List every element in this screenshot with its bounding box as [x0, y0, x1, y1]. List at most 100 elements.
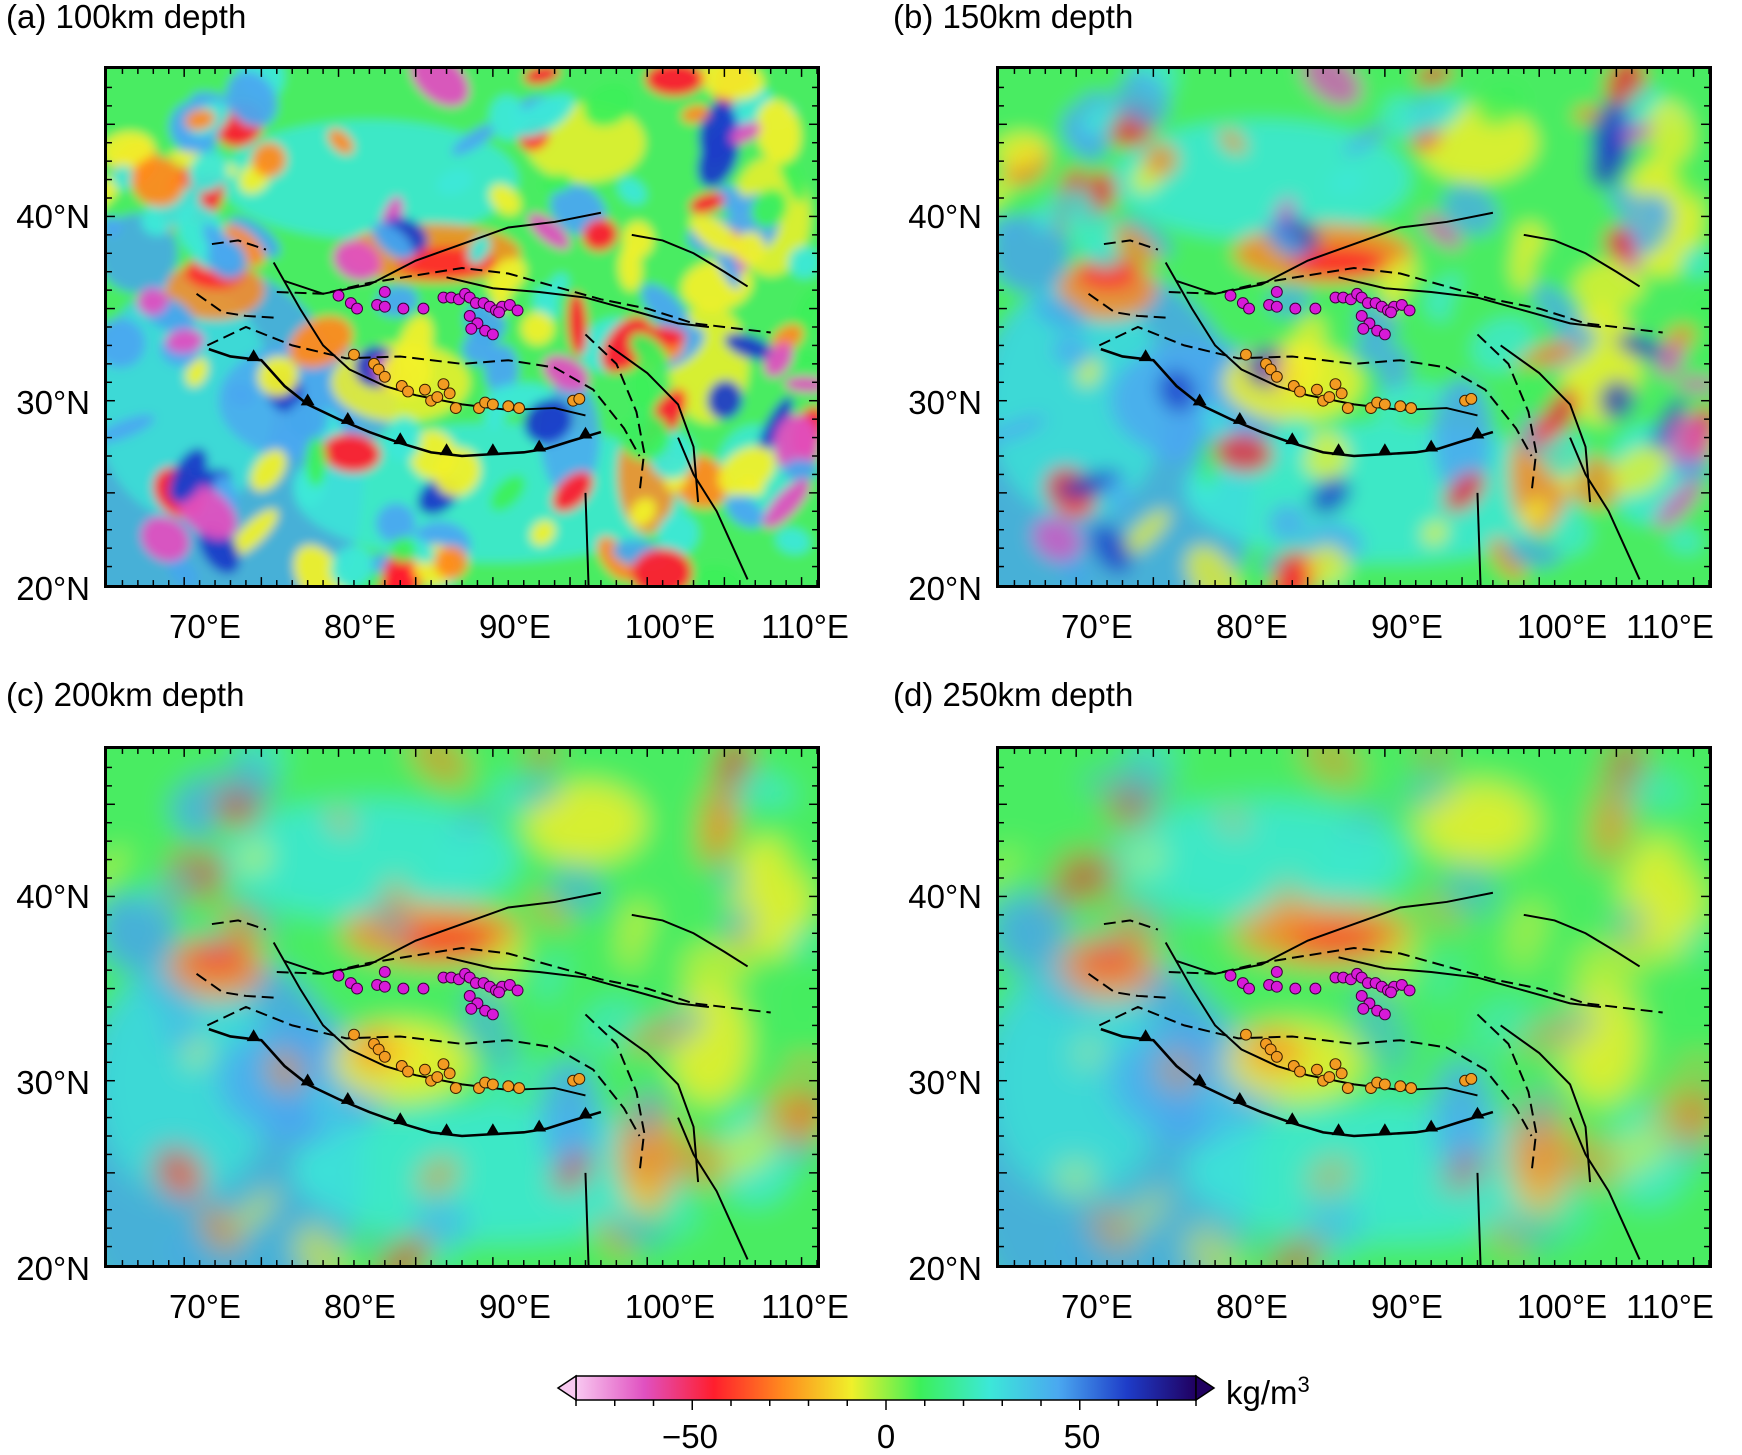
lon-label-80e: 80°E: [324, 1288, 396, 1325]
lon-label-100e: 100°E: [1516, 1288, 1608, 1325]
lat-label-40n: 40°N: [908, 878, 982, 915]
lon-label-80e: 80°E: [1216, 1288, 1288, 1325]
fault-line: [631, 913, 749, 968]
earthquake-marker-magenta: [463, 990, 476, 1002]
fault-line: [446, 276, 710, 328]
earthquake-marker-orange: [573, 392, 586, 405]
thrust-triangle: [340, 411, 355, 424]
earthquake-marker-orange: [1240, 1028, 1252, 1041]
earthquake-marker-magenta: [511, 984, 524, 997]
lat-label-40n: 40°N: [16, 198, 90, 235]
earthquake-marker-orange: [1240, 348, 1252, 361]
density-field: [107, 749, 817, 1265]
thrust-triangle: [1138, 349, 1153, 362]
colorbar-tick-label-0: 0: [876, 1418, 896, 1455]
lat-label-30n: 30°N: [908, 1064, 982, 1101]
lon-label-80e: 80°E: [324, 608, 396, 645]
fault-line: [276, 266, 771, 334]
earthquake-marker-magenta: [397, 982, 410, 995]
lon-label-70e: 70°E: [169, 1288, 241, 1325]
earthquake-marker-orange: [378, 370, 391, 383]
fault-line: [1168, 946, 1663, 1014]
thrust-triangle: [1331, 443, 1346, 456]
earthquake-marker-magenta: [1224, 969, 1237, 982]
thrust-triangle: [485, 1123, 500, 1136]
thrust-triangle: [532, 439, 547, 452]
map-panel-c: [104, 746, 820, 1268]
fault-line: [1087, 972, 1169, 999]
earthquake-marker-magenta: [1289, 982, 1302, 995]
earthquake-marker-orange: [449, 402, 462, 415]
panel-d-title: (d) 250km depth: [893, 676, 1134, 713]
fault-line: [1476, 1013, 1538, 1173]
thrust-triangle: [300, 1073, 315, 1086]
earthquake-marker-magenta: [465, 1002, 478, 1015]
earthquake-marker-magenta: [1378, 328, 1391, 341]
earthquake-marker-magenta: [378, 300, 391, 313]
fault-line: [677, 1117, 749, 1260]
fault-line: [1569, 437, 1641, 580]
lon-label-100e: 100°E: [624, 608, 716, 645]
thrust-triangle: [393, 1112, 408, 1125]
earthquake-marker-orange: [1311, 1063, 1323, 1076]
fault-line: [1098, 1005, 1533, 1137]
earthquake-marker-magenta: [1403, 984, 1416, 997]
thrust-triangle: [1470, 1106, 1485, 1119]
thrust-triangle: [1377, 1123, 1392, 1136]
earthquake-marker-orange: [437, 378, 450, 391]
thrust-triangle: [300, 393, 315, 406]
fault-line: [1476, 492, 1482, 585]
thrust-triangle: [1285, 1112, 1300, 1125]
lat-label-30n: 30°N: [16, 1064, 90, 1101]
panel-a-title: (a) 100km depth: [6, 0, 247, 35]
fault-line: [206, 1005, 641, 1137]
earthquake-marker-orange: [1378, 398, 1391, 411]
earthquake-marker-magenta: [1270, 300, 1283, 313]
colorbar-gradient: [575, 1375, 1197, 1401]
fault-line: [1476, 1172, 1482, 1265]
earthquake-marker-magenta: [1270, 980, 1283, 993]
density-field: [999, 749, 1709, 1265]
earthquake-marker-orange: [402, 385, 414, 398]
fault-line: [446, 956, 710, 1008]
earthquake-marker-orange: [1341, 402, 1354, 415]
earthquake-marker-orange: [1405, 1082, 1418, 1095]
fault-line: [677, 437, 749, 580]
lon-label-100e: 100°E: [1516, 608, 1608, 645]
earthquake-marker-orange: [1270, 1050, 1283, 1063]
fault-line: [608, 344, 700, 503]
fault-line: [1087, 292, 1169, 319]
thrust-triangle: [246, 349, 261, 362]
fault-line: [211, 919, 267, 931]
density-field: [107, 69, 817, 585]
thrust-triangle: [439, 443, 454, 456]
fault-line: [584, 492, 590, 585]
earthquake-marker-orange: [1341, 1082, 1354, 1095]
thrust-triangle: [532, 1119, 547, 1132]
colorbar-high-end: [1195, 1374, 1216, 1402]
fault-line: [608, 1024, 700, 1183]
earthquake-marker-orange: [1270, 370, 1283, 383]
thrust-triangle: [578, 1106, 593, 1119]
earthquake-marker-magenta: [1289, 302, 1302, 315]
lon-label-90e: 90°E: [479, 1288, 551, 1325]
earthquake-marker-magenta: [1357, 1002, 1370, 1015]
thrust-triangle: [1377, 443, 1392, 456]
fault-line: [1500, 344, 1592, 503]
earthquake-marker-magenta: [1355, 990, 1368, 1002]
earthquake-marker-orange: [1335, 1067, 1348, 1080]
earthquake-marker-magenta: [486, 328, 499, 341]
earthquake-marker-orange: [1311, 383, 1323, 396]
earthquake-marker-orange: [1329, 378, 1342, 391]
earthquake-marker-magenta: [1403, 304, 1416, 317]
fault-line: [1569, 1117, 1641, 1260]
lon-label-90e: 90°E: [479, 608, 551, 645]
earthquake-marker-orange: [486, 1078, 499, 1091]
earthquake-marker-magenta: [417, 302, 430, 315]
colorbar: [556, 1374, 1216, 1410]
earthquake-marker-magenta: [351, 302, 363, 315]
lon-label-70e: 70°E: [1061, 608, 1133, 645]
colorbar-tick-label-minus50: −50: [662, 1418, 718, 1455]
lat-label-30n: 30°N: [16, 384, 90, 421]
thrust-triangle: [1424, 1119, 1439, 1132]
